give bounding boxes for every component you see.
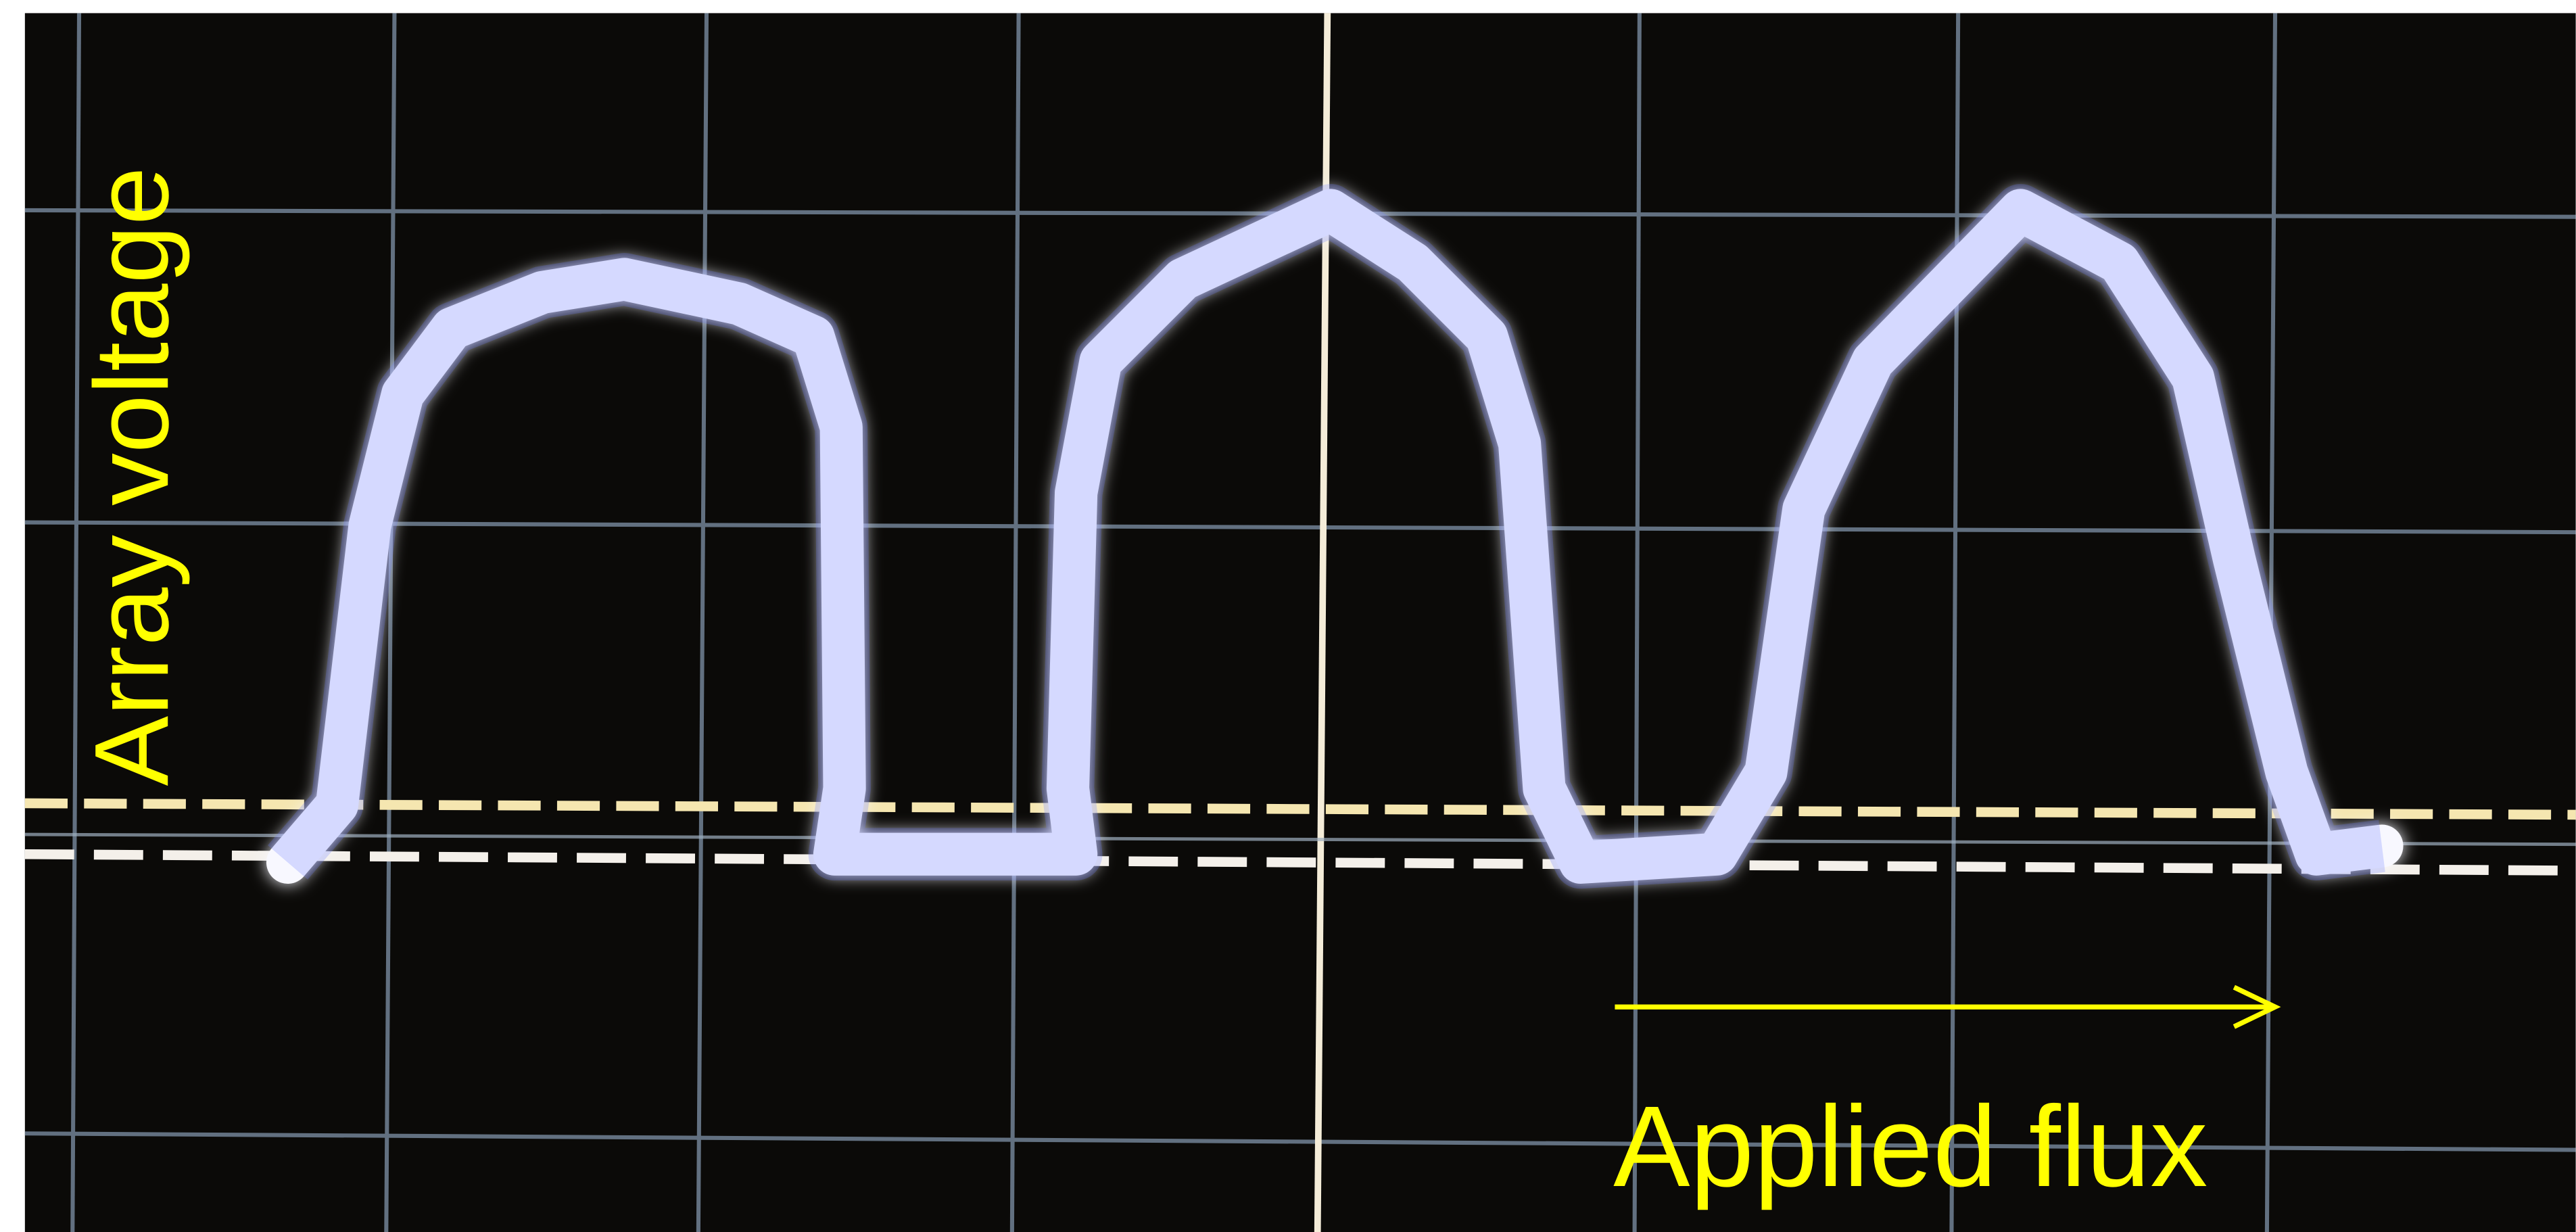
oscilloscope-photo: Array voltage Applied flux bbox=[0, 0, 2576, 1232]
x-axis-label: Applied flux bbox=[1613, 1083, 2208, 1211]
y-axis-label: Array voltage bbox=[72, 167, 190, 786]
